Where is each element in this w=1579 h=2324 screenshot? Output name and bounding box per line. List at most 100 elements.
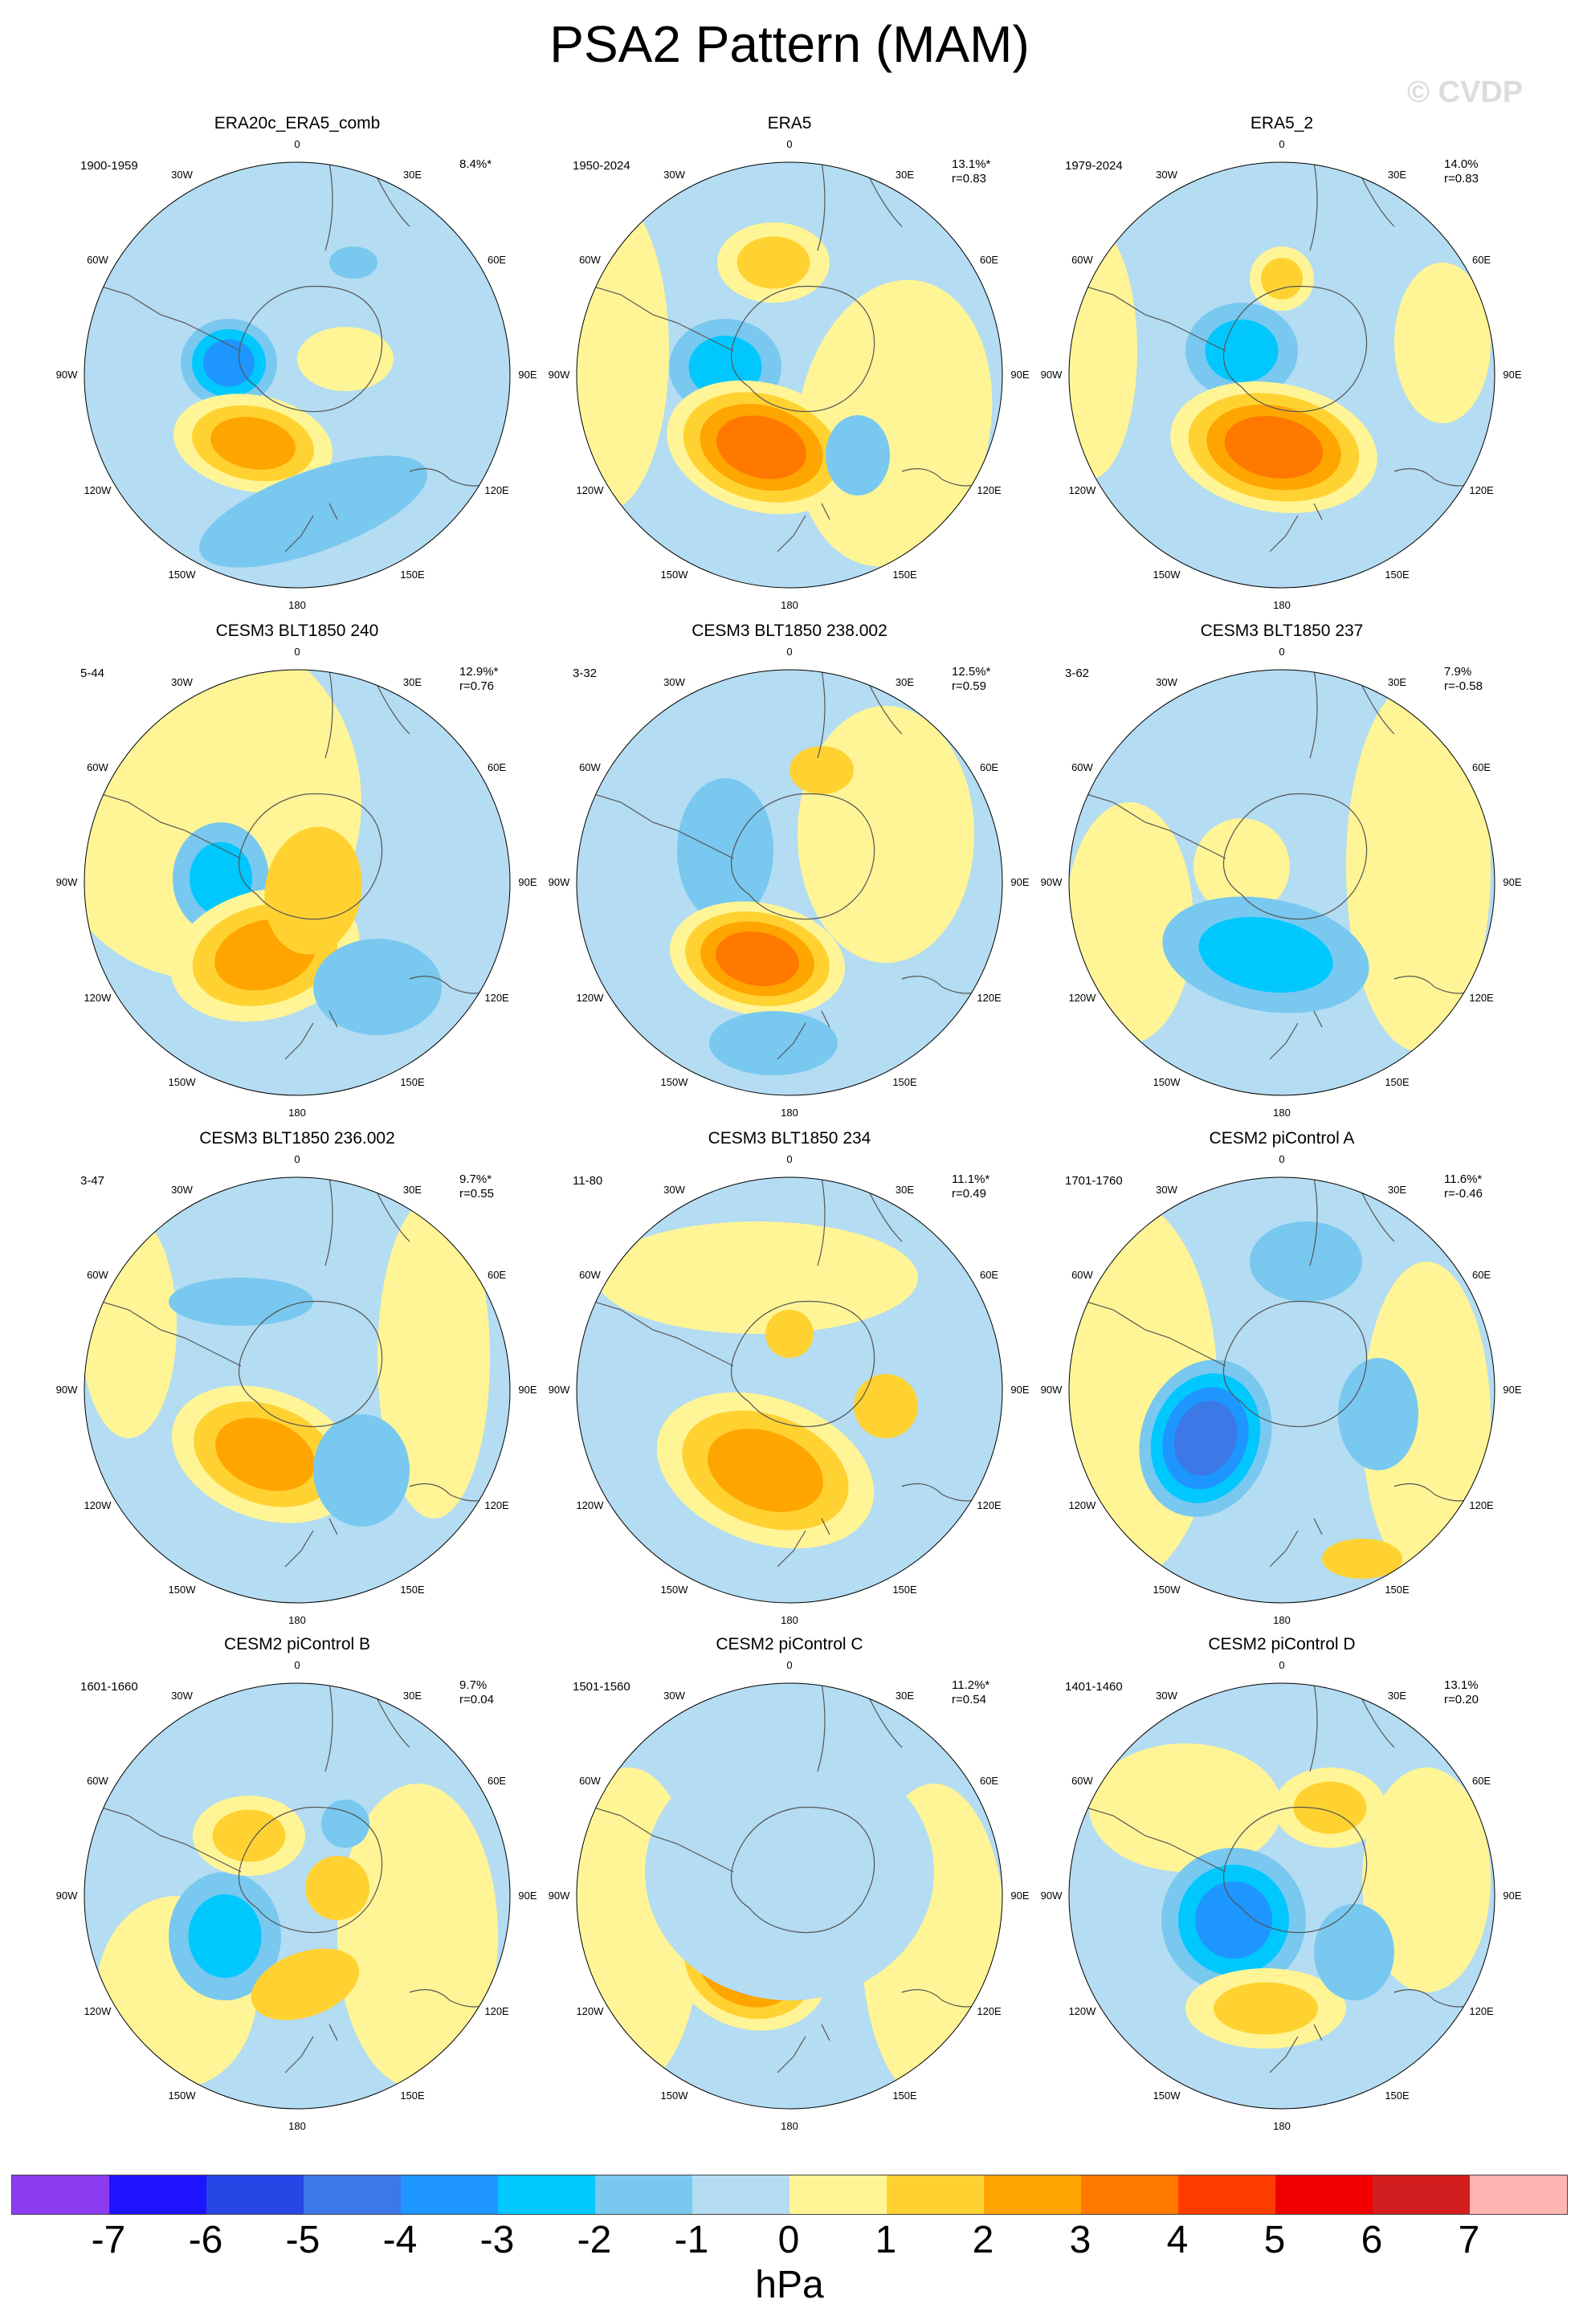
longitude-label: 30E — [895, 169, 915, 181]
antarctica-coastline — [730, 1300, 875, 1428]
panel-variance: 11.1%* — [952, 1172, 990, 1186]
longitude-label: 90W — [1040, 369, 1063, 381]
anomaly-contour — [210, 417, 296, 470]
anomaly-contour — [212, 1809, 286, 1862]
longitude-label: 60E — [979, 253, 999, 266]
panel-title: ERA5_2 — [1250, 114, 1314, 133]
longitude-label: 120E — [1469, 2004, 1494, 2017]
longitude-label: 30W — [663, 1184, 685, 1197]
longitude-label: 30W — [171, 1690, 193, 1702]
longitude-label: 150W — [168, 568, 196, 581]
longitude-label: 150W — [168, 1583, 196, 1596]
longitude-label: 120W — [576, 483, 604, 496]
longitude-label: 60E — [979, 1774, 999, 1787]
panel-correlation: r=0.59 — [952, 679, 986, 693]
longitude-label: 150E — [892, 2089, 917, 2102]
new-zealand-coastline — [1269, 503, 1323, 552]
longitude-label: 90E — [518, 876, 537, 888]
panel-title: ERA5 — [767, 114, 812, 133]
new-zealand-coastline — [777, 1518, 830, 1568]
longitude-label: 180 — [288, 2120, 306, 2132]
antarctica-coastline — [1222, 793, 1368, 920]
longitude-label: 150E — [1385, 1583, 1410, 1596]
longitude-label: 120E — [1469, 1498, 1494, 1511]
africa-coastline — [817, 1683, 903, 1772]
longitude-label: 180 — [1273, 2120, 1291, 2132]
longitude-label: 150W — [168, 2089, 196, 2102]
colorbar-swatch — [498, 2175, 595, 2214]
map-border — [576, 161, 1003, 589]
longitude-label: 120W — [1068, 483, 1096, 496]
africa-coastline — [817, 670, 903, 759]
anomaly-contour — [313, 939, 442, 1035]
longitude-label: 150E — [400, 1075, 425, 1088]
south-america-coastline — [88, 789, 242, 859]
longitude-label: 0 — [294, 646, 300, 658]
longitude-label: 180 — [1273, 599, 1291, 611]
longitude-label: 150E — [892, 1075, 917, 1088]
map-border — [84, 1682, 511, 2110]
map-panel: CESM2 piControl B 1601-1660 9.7% r=0.04 0 30E… — [48, 1635, 546, 2149]
longitude-label: 120W — [84, 1498, 112, 1511]
panel-variance: 11.6%* — [1444, 1172, 1483, 1186]
colorbar-unit: hPa — [755, 2264, 824, 2306]
longitude-label: 120E — [484, 483, 509, 496]
anomaly-contour — [1193, 818, 1290, 915]
longitude-label: 180 — [288, 599, 306, 611]
longitude-label: 60W — [87, 1774, 108, 1787]
colorbar-tick-label: -1 — [674, 2219, 709, 2261]
antarctica-coastline — [1222, 285, 1368, 413]
anomaly-contour — [795, 279, 993, 567]
longitude-label: 120W — [84, 2004, 112, 2017]
panel-title: CESM3 BLT1850 238.002 — [692, 622, 887, 640]
south-america-coastline — [580, 789, 734, 859]
longitude-label: 90W — [1040, 1890, 1063, 1902]
longitude-label: 90W — [55, 369, 78, 381]
longitude-label: 30W — [1156, 1690, 1177, 1702]
new-zealand-coastline — [1269, 2024, 1323, 2073]
map-border — [576, 1682, 1003, 2110]
anomaly-contour — [1069, 802, 1193, 1043]
anomaly-contour — [1346, 682, 1491, 1051]
longitude-label: 120E — [1469, 483, 1494, 496]
panel-correlation: r=0.55 — [459, 1187, 494, 1201]
panel-period: 1701-1760 — [1065, 1174, 1123, 1188]
anomaly-contour — [765, 1310, 814, 1358]
anomaly-contour — [677, 778, 773, 923]
panel-correlation: r=0.76 — [459, 679, 494, 693]
longitude-label: 150E — [1385, 1075, 1410, 1088]
longitude-label: 60W — [87, 760, 108, 773]
south-america-coastline — [1072, 282, 1226, 352]
panel-correlation: r=0.54 — [952, 1693, 986, 1706]
map-panel: CESM3 BLT1850 237 3-62 7.9% r=-0.58 0 30E 60E 9… — [1033, 622, 1531, 1135]
longitude-label: 120E — [977, 2004, 1002, 2017]
map-panel: ERA5_2 1979-2024 14.0% r=0.83 0 30E 60E 90E 120E… — [1033, 114, 1531, 628]
panel-correlation: r=0.49 — [952, 1187, 986, 1201]
colorbar-tick-label: 4 — [1166, 2219, 1189, 2261]
longitude-label: 120W — [84, 991, 112, 1004]
longitude-label: 150W — [660, 1075, 688, 1088]
longitude-label: 0 — [1279, 138, 1285, 150]
south-america-coastline — [1072, 1803, 1226, 1873]
longitude-label: 90W — [55, 1384, 78, 1396]
colorbar-swatch — [1373, 2175, 1470, 2214]
polar-map — [1068, 161, 1495, 589]
longitude-label: 120W — [1068, 991, 1096, 1004]
longitude-label: 120W — [576, 991, 604, 1004]
colorbar-swatch — [595, 2175, 692, 2214]
longitude-label: 90E — [1010, 876, 1030, 888]
panel-variance: 11.2%* — [952, 1678, 990, 1692]
panel-title: CESM2 piControl A — [1209, 1129, 1355, 1148]
longitude-label: 150E — [892, 1583, 917, 1596]
panel-title: CESM2 piControl B — [223, 1635, 371, 1653]
longitude-label: 60W — [1071, 760, 1093, 773]
colorbar-ticks: -7 -6 -5 -4 -3 -2 -1 0 1 2 3 4 5 6 7 — [11, 2218, 1566, 2266]
anomaly-contour — [169, 1278, 313, 1326]
longitude-label: 30W — [663, 1690, 685, 1702]
colorbar-tick-label: 6 — [1361, 2219, 1383, 2261]
longitude-label: 60W — [579, 253, 601, 266]
antarctica-coastline — [1222, 1806, 1368, 1934]
watermark: © CVDP — [1407, 75, 1524, 109]
colorbar-swatch — [206, 2175, 304, 2214]
anomaly-contour — [1314, 1904, 1394, 2000]
